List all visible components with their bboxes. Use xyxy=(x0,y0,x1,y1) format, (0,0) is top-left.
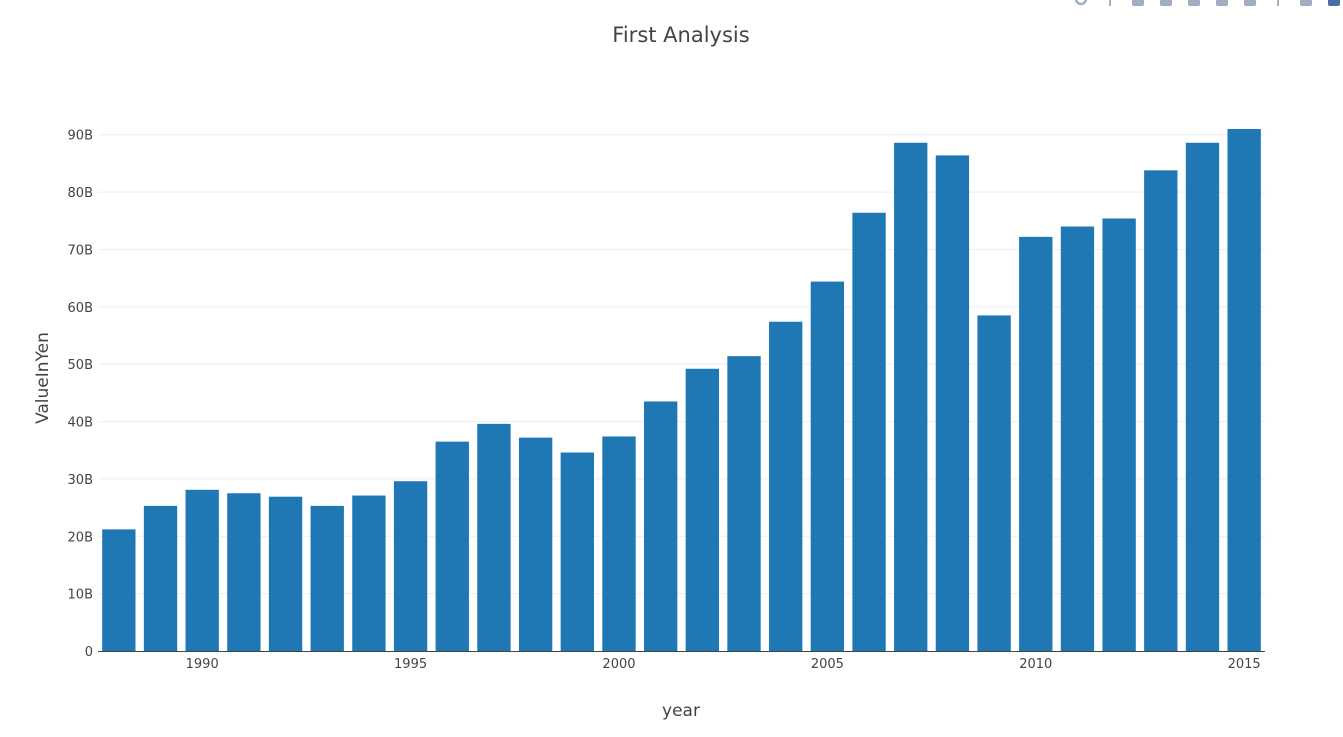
zoom-icon-glyph xyxy=(1074,0,1088,6)
x-axis-title: year xyxy=(662,701,700,721)
zoom-in-icon-shape xyxy=(1132,0,1144,6)
bar-2009[interactable] xyxy=(977,315,1011,651)
zoom-out-icon[interactable] xyxy=(1157,0,1175,8)
y-tick-label: 50B xyxy=(68,358,93,373)
modebar xyxy=(1073,0,1343,8)
zoom-out-icon-glyph xyxy=(1160,0,1172,6)
bar-2013[interactable] xyxy=(1144,170,1178,652)
plotly-logo-icon[interactable] xyxy=(1325,0,1343,8)
bar-2001[interactable] xyxy=(643,401,678,651)
spike-lines-icon-shape xyxy=(1244,0,1256,6)
y-tick-label: 0 xyxy=(85,645,93,660)
bar-1988[interactable] xyxy=(102,529,136,651)
bar-2000[interactable] xyxy=(602,436,636,651)
plotly-logo-icon-shape xyxy=(1328,0,1340,6)
reset-axes-icon-glyph xyxy=(1216,0,1228,6)
y-tick-label: 30B xyxy=(68,473,93,488)
bar-1996[interactable] xyxy=(435,441,469,651)
hover-compare-icon-shape xyxy=(1300,0,1312,6)
bar-1997[interactable] xyxy=(477,423,511,651)
spike-lines-icon-glyph xyxy=(1244,0,1256,6)
bar-1990[interactable] xyxy=(185,489,219,651)
bar-1995[interactable] xyxy=(393,481,428,651)
x-tick-label: 1995 xyxy=(394,657,427,672)
bar-2008[interactable] xyxy=(935,155,970,651)
bar-2007[interactable] xyxy=(894,142,928,651)
hover-closest-icon[interactable] xyxy=(1269,0,1287,8)
bar-2015[interactable] xyxy=(1227,129,1261,651)
y-tick-label: 60B xyxy=(68,301,93,316)
x-tick-label: 2000 xyxy=(602,657,635,672)
reset-axes-icon-shape xyxy=(1216,0,1228,6)
y-tick-label: 80B xyxy=(68,186,93,201)
bars xyxy=(102,129,1261,652)
bar-1999[interactable] xyxy=(560,452,594,651)
plotly-logo-icon-glyph xyxy=(1328,0,1340,6)
pan-icon[interactable] xyxy=(1101,0,1119,8)
autoscale-icon-shape xyxy=(1188,0,1200,6)
zoom-in-icon[interactable] xyxy=(1129,0,1147,8)
hover-compare-icon[interactable] xyxy=(1297,0,1315,8)
x-tick-label: 2015 xyxy=(1228,657,1261,672)
pan-icon-shape xyxy=(1109,0,1111,6)
zoom-icon[interactable] xyxy=(1073,0,1091,8)
reset-axes-icon[interactable] xyxy=(1213,0,1231,8)
x-tick-label: 2005 xyxy=(811,657,844,672)
bar-2010[interactable] xyxy=(1019,236,1053,652)
chart-title: First Analysis xyxy=(612,23,749,47)
bar-1994[interactable] xyxy=(352,495,386,651)
bar-2003[interactable] xyxy=(727,356,761,651)
autoscale-icon-glyph xyxy=(1188,0,1200,6)
zoom-icon-shape xyxy=(1074,0,1088,6)
x-tick-label: 2010 xyxy=(1019,657,1052,672)
bar-2006[interactable] xyxy=(852,212,886,651)
bar-2002[interactable] xyxy=(685,368,720,651)
hover-closest-icon-glyph xyxy=(1277,0,1279,6)
y-tick-label: 20B xyxy=(68,530,93,545)
y-axis-ticks: 0 10B 20B 30B 40B 50B 60B 70B 80B 90B xyxy=(68,129,93,660)
y-tick-label: 10B xyxy=(68,588,93,603)
bar-2014[interactable] xyxy=(1185,142,1220,651)
y-tick-label: 40B xyxy=(68,416,93,431)
bar-2012[interactable] xyxy=(1102,218,1136,651)
y-tick-label: 90B xyxy=(68,129,93,144)
bar-2005[interactable] xyxy=(810,281,845,651)
x-tick-label: 1990 xyxy=(186,657,219,672)
hover-compare-icon-glyph xyxy=(1300,0,1312,6)
x-axis-ticks: 1990 1995 2000 2005 2010 2015 xyxy=(186,657,1261,672)
bar-2011[interactable] xyxy=(1060,226,1095,651)
bar-1998[interactable] xyxy=(518,437,553,651)
bar-1989[interactable] xyxy=(143,505,178,651)
hover-closest-icon-shape xyxy=(1277,0,1279,6)
bar-2004[interactable] xyxy=(769,321,803,651)
pan-icon-glyph xyxy=(1109,0,1111,6)
zoom-in-icon-glyph xyxy=(1132,0,1144,6)
y-axis-title: ValueInYen xyxy=(33,332,53,424)
bar-1992[interactable] xyxy=(268,496,303,651)
y-tick-label: 70B xyxy=(68,243,93,258)
bar-1991[interactable] xyxy=(227,493,261,651)
spike-lines-icon[interactable] xyxy=(1241,0,1259,8)
zoom-out-icon-shape xyxy=(1160,0,1172,6)
bar-1993[interactable] xyxy=(310,505,344,651)
autoscale-icon[interactable] xyxy=(1185,0,1203,8)
